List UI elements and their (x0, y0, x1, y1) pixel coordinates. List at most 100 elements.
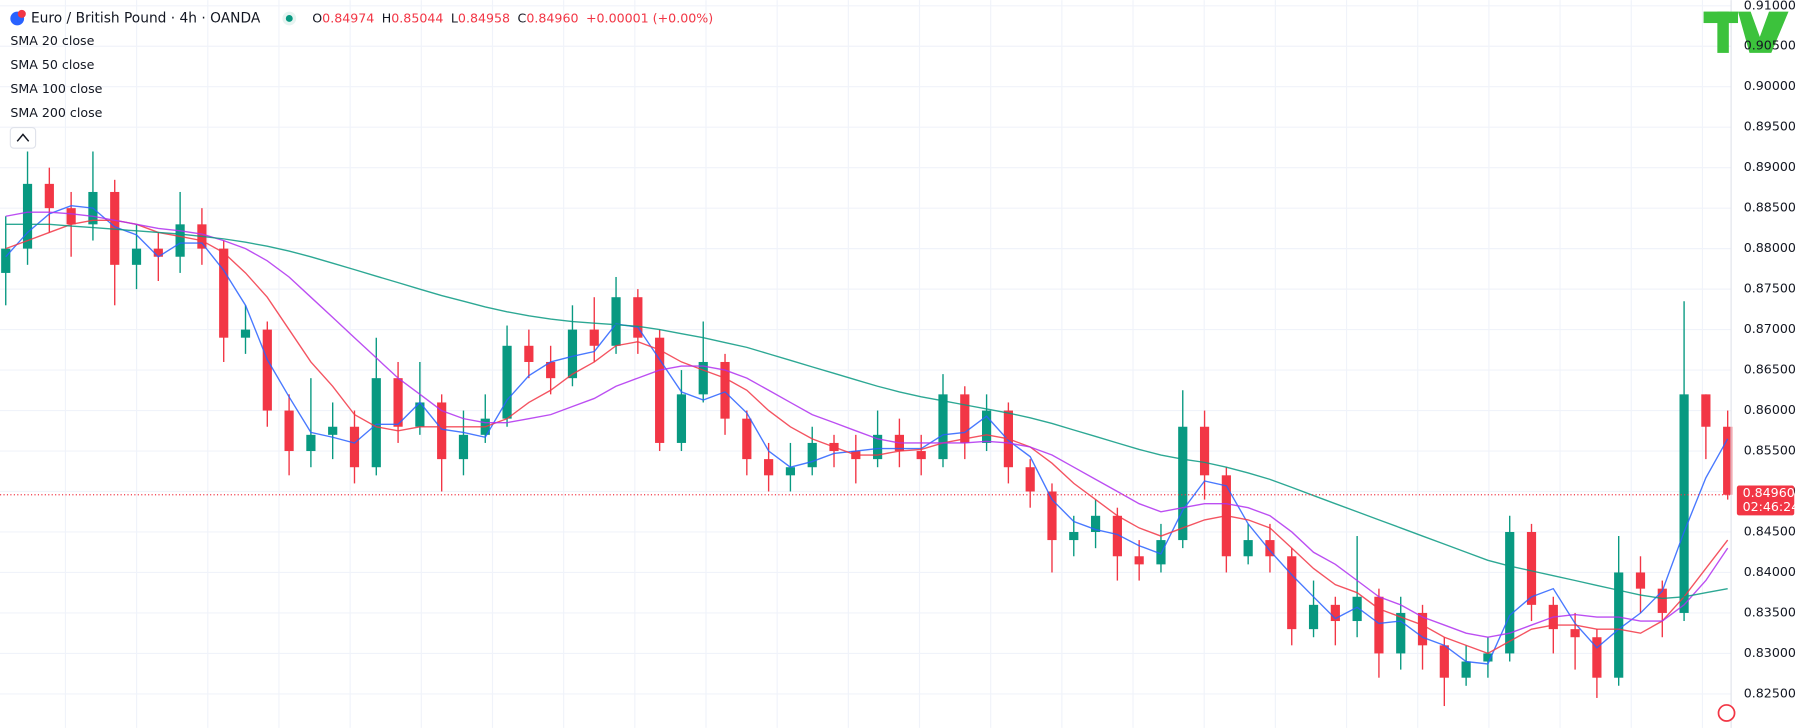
candle-body (1134, 556, 1144, 565)
plot (0, 5, 1733, 707)
candle-body (1701, 394, 1711, 427)
candle-body (633, 297, 643, 338)
candle-body (1483, 653, 1493, 662)
countdown: 02:46:24 (1743, 499, 1800, 514)
l-label: L (451, 10, 458, 25)
y-tick-label: 0.90000 (1744, 78, 1796, 93)
y-tick-label: 0.88000 (1744, 240, 1796, 255)
candle-body (1461, 661, 1471, 678)
candle-body (284, 410, 294, 452)
candle-body (589, 329, 599, 346)
legend: SMA 20 close SMA 50 close SMA 100 close SMA… (10, 33, 102, 120)
candle-body (153, 248, 163, 257)
candle-body (1679, 394, 1689, 613)
candle-body (764, 459, 774, 476)
candle-body (437, 402, 447, 460)
candle-body (1417, 612, 1428, 646)
sma-line (5, 219, 1729, 655)
candle-body (131, 248, 142, 265)
candle-body (981, 410, 992, 443)
candle-body (1396, 612, 1406, 654)
candle-body (1156, 540, 1166, 565)
candle-body (698, 361, 708, 395)
candle-body (1287, 556, 1297, 630)
candle-body (785, 467, 796, 476)
collapse-icon (16, 133, 30, 142)
y-tick-label: 0.89500 (1744, 119, 1796, 134)
candle-body (502, 345, 512, 419)
collapse-button[interactable] (9, 126, 37, 149)
candle-body (349, 426, 360, 468)
candle-body (1635, 572, 1646, 589)
candle-body (1199, 426, 1210, 476)
logo (1703, 11, 1789, 53)
sma-line (5, 211, 1729, 638)
candle-body (1352, 596, 1362, 622)
y-tick-label: 0.89000 (1744, 159, 1796, 174)
candle-body (1265, 540, 1275, 557)
candle-body (371, 378, 381, 468)
candle-body (960, 394, 970, 443)
candle-body (1330, 604, 1340, 622)
c-label: C (518, 10, 527, 25)
candle-body (44, 183, 54, 209)
candle-body (676, 394, 687, 443)
candle-body (1526, 531, 1537, 605)
candle-body (306, 434, 316, 452)
candle-body (1614, 572, 1624, 678)
y-tick-label: 0.86500 (1744, 362, 1796, 377)
candle-body (524, 345, 534, 362)
sma-line (5, 204, 1729, 665)
candle-body (415, 402, 425, 427)
legend-entry: SMA 50 close (10, 57, 94, 72)
candle-body (1047, 491, 1057, 541)
candle-body (1308, 604, 1319, 630)
y-tick-label: 0.88500 (1744, 200, 1796, 215)
y-tick-label: 0.91000 (1744, 0, 1796, 12)
candle-body (546, 361, 556, 379)
candle-body (240, 329, 251, 338)
c-value: 0.84960 (526, 10, 578, 25)
candle-body (1243, 540, 1253, 557)
legend-entry: SMA 20 close (10, 33, 94, 48)
y-tick-label: 0.82500 (1744, 685, 1796, 700)
y-tick-label: 0.84000 (1744, 564, 1796, 579)
candle-body (175, 224, 185, 257)
y-tick-label: 0.87000 (1744, 321, 1796, 336)
candle-body (66, 208, 76, 225)
alert-icon[interactable] (1717, 704, 1736, 722)
y-tick-label: 0.86000 (1744, 402, 1796, 417)
candle-body (742, 418, 752, 460)
candle-body (611, 297, 621, 346)
candle-body (458, 434, 469, 460)
legend-entry: SMA 200 close (10, 105, 102, 120)
candle-body (219, 248, 229, 338)
candle-body (1090, 515, 1101, 532)
candle-body (1657, 588, 1667, 613)
candle-body (1374, 596, 1384, 654)
candle-body (393, 378, 403, 427)
candle-body (1, 248, 11, 273)
h-label: H (382, 10, 391, 25)
y-tick-label: 0.85500 (1744, 443, 1796, 458)
candle-body (720, 361, 730, 419)
symbol-title: Euro / British Pound · 4h · OANDA (31, 10, 261, 26)
sma-line (5, 223, 1728, 600)
ohlc-values: O0.84974 H0.85044 L0.84958 C0.84960 +0.0… (312, 10, 713, 25)
candle-body (807, 442, 817, 468)
candle-body (1592, 637, 1602, 678)
candle-body (1570, 629, 1580, 638)
candle-body (1723, 426, 1733, 495)
candle-body (1439, 645, 1449, 678)
candle-body (328, 426, 338, 435)
candle-body (262, 329, 272, 411)
y-tick-label: 0.83500 (1744, 604, 1796, 619)
candle-body (1505, 531, 1515, 654)
symbol-icon (17, 9, 26, 18)
candle-body (1178, 426, 1188, 541)
candle-body (655, 337, 665, 443)
status-dot (285, 15, 293, 22)
last-price-tag (1736, 485, 1795, 516)
